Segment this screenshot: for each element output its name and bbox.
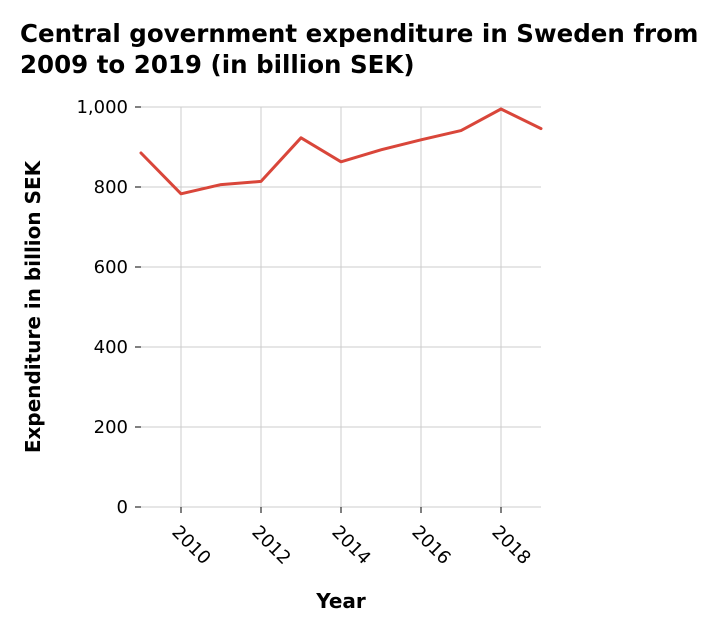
y-tick-label: 0 xyxy=(117,497,128,518)
grid-lines xyxy=(141,106,541,508)
y-tick-label: 400 xyxy=(94,337,128,358)
y-tick-label: 200 xyxy=(94,417,128,438)
x-tick-label: 2010 xyxy=(167,522,214,569)
y-tick-label: 600 xyxy=(94,257,128,278)
x-tick-label: 2012 xyxy=(247,522,294,569)
series-group xyxy=(139,107,543,196)
x-tick-label: 2016 xyxy=(407,522,454,569)
x-axis-ticks: 2010 2012 2014 2016 2018 xyxy=(167,507,535,569)
y-axis-label: Expenditure in billion SEK xyxy=(21,159,45,453)
x-tick-label: 2018 xyxy=(487,522,534,569)
series-line xyxy=(139,107,543,196)
chart-title: Central government expenditure in Sweden… xyxy=(20,19,699,79)
x-axis-label: Year xyxy=(315,589,366,613)
y-tick-label: 1,000 xyxy=(76,97,128,118)
y-tick-label: 800 xyxy=(94,177,128,198)
y-axis-ticks: 0 200 400 600 800 1,000 xyxy=(76,97,141,518)
x-tick-label: 2014 xyxy=(327,522,374,569)
